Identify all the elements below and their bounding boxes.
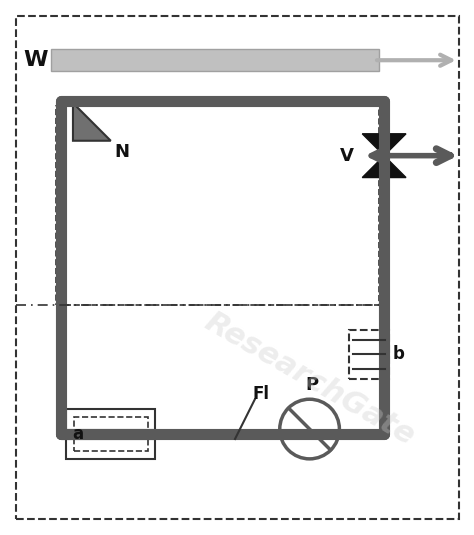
- Text: P: P: [305, 376, 318, 394]
- Text: W: W: [23, 50, 48, 70]
- Polygon shape: [73, 103, 111, 141]
- Text: V: V: [340, 147, 354, 165]
- Bar: [74, 417, 147, 451]
- Text: ResearchGate: ResearchGate: [200, 307, 420, 452]
- Bar: [56, 106, 379, 305]
- Bar: [349, 330, 389, 379]
- Polygon shape: [362, 156, 406, 178]
- Bar: [51, 49, 379, 71]
- Text: b: b: [393, 346, 405, 363]
- Text: N: N: [115, 143, 130, 161]
- Polygon shape: [362, 134, 406, 156]
- Text: Fl: Fl: [253, 385, 270, 403]
- Bar: [66, 409, 155, 459]
- Text: a: a: [72, 425, 83, 443]
